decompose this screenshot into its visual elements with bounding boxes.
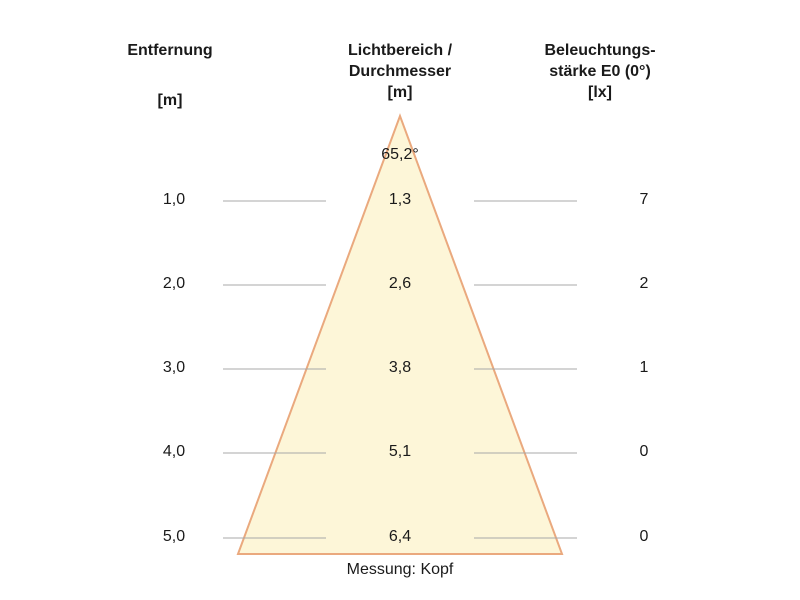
- header-illuminance-line-2: stärke E0 (0°): [549, 63, 651, 80]
- illuminance-value: 0: [639, 528, 649, 545]
- distance-value: 4,0: [162, 443, 186, 460]
- header-illuminance: Beleuchtungs- stärke E0 (0°) [lx]: [520, 40, 680, 103]
- diameter-value: 5,1: [388, 443, 412, 460]
- diameter-value: 1,3: [388, 191, 412, 208]
- header-distance-title: Entfernung: [127, 42, 213, 59]
- distance-value: 1,0: [162, 191, 186, 208]
- header-diameter-line-2: Durchmesser: [348, 63, 452, 80]
- measurement-caption: Messung: Kopf: [346, 561, 454, 578]
- distance-value: 2,0: [162, 275, 186, 292]
- diameter-value: 2,6: [388, 275, 412, 292]
- beam-angle-label: 65,2°: [381, 146, 419, 163]
- light-cone: [236, 113, 564, 555]
- header-distance-unit: [m]: [157, 92, 183, 109]
- header-diameter-line-1: Lichtbereich /: [347, 42, 453, 59]
- header-diameter: Lichtbereich / Durchmesser [m]: [330, 40, 470, 103]
- guide-lines: [223, 200, 577, 539]
- diameter-value: 6,4: [388, 528, 412, 545]
- header-illuminance-line-1: Beleuchtungs-: [544, 42, 656, 59]
- distance-value: 5,0: [162, 528, 186, 545]
- header-diameter-unit: [m]: [387, 84, 413, 101]
- illuminance-value: 0: [639, 443, 649, 460]
- header-illuminance-unit: [lx]: [588, 84, 612, 101]
- illuminance-value: 7: [639, 191, 649, 208]
- distance-value: 3,0: [162, 359, 186, 376]
- diameter-value: 3,8: [388, 359, 412, 376]
- illuminance-value: 1: [639, 359, 649, 376]
- header-distance: Entfernung [m]: [110, 40, 230, 109]
- illuminance-value: 2: [639, 275, 649, 292]
